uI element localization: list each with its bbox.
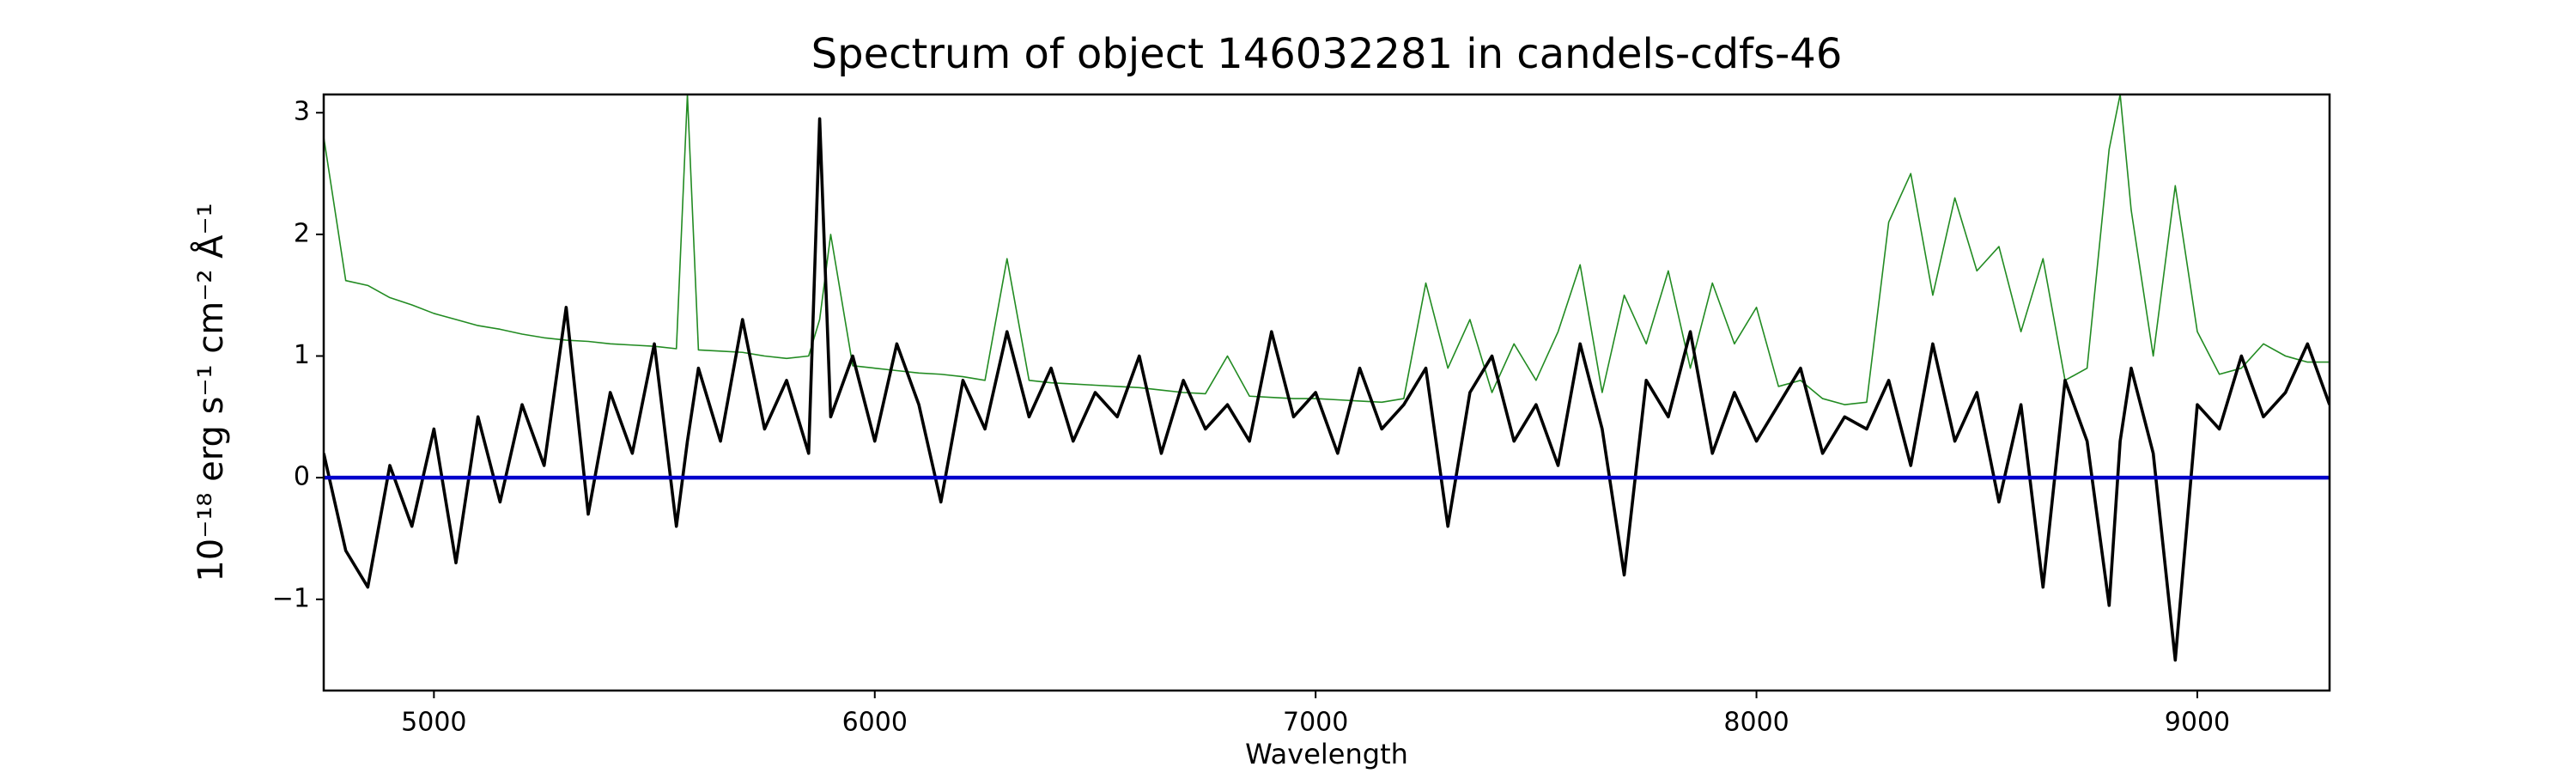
spectrum-line <box>324 117 2330 662</box>
x-tick-label: 8000 <box>1723 708 1789 738</box>
y-axis-label: 10⁻¹⁸ erg s⁻¹ cm⁻² Å⁻¹ <box>190 203 231 581</box>
y-tick-label: −1 <box>272 583 310 613</box>
y-tick-label: 2 <box>294 218 310 248</box>
x-tick-label: 5000 <box>401 708 466 738</box>
plot-frame <box>322 93 2331 692</box>
x-tick-label: 6000 <box>842 708 908 738</box>
x-tick-label: 9000 <box>2165 708 2230 738</box>
y-tick-label: 3 <box>294 97 310 127</box>
y-tick-label: 1 <box>294 340 310 370</box>
plot-area <box>324 94 2330 662</box>
y-tick-label: 0 <box>294 462 310 492</box>
spectrum-line <box>324 94 2330 405</box>
x-tick-label: 7000 <box>1283 708 1348 738</box>
x-axis-label: Wavelength <box>1245 738 1408 770</box>
chart-title: Spectrum of object 146032281 in candels-… <box>811 30 1843 78</box>
